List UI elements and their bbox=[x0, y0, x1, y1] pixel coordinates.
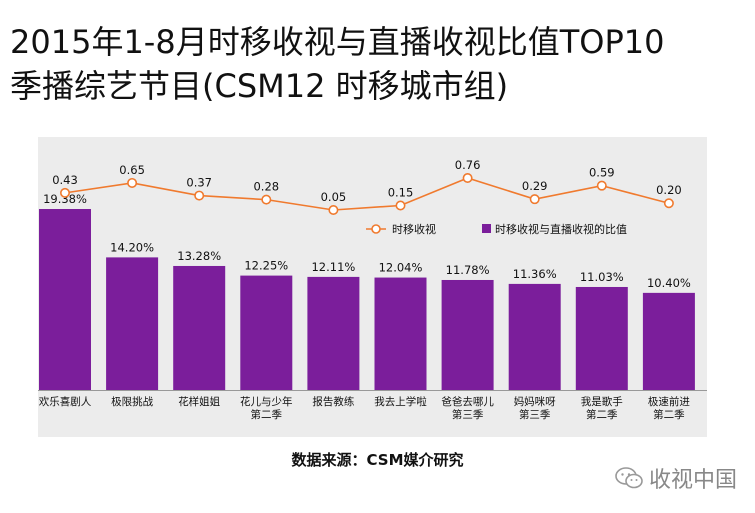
x-tick-label: 欢乐喜剧人 bbox=[39, 395, 92, 408]
bar-value-label: 12.11% bbox=[311, 260, 355, 274]
bar bbox=[575, 286, 628, 390]
line-value-label: 0.20 bbox=[656, 183, 682, 197]
bar-value-label: 11.03% bbox=[580, 270, 624, 284]
line-point bbox=[395, 200, 406, 211]
wechat-icon bbox=[615, 467, 643, 489]
bar-value-label: 19.38% bbox=[43, 192, 87, 206]
line-value-label: 0.29 bbox=[522, 179, 548, 193]
line-point bbox=[59, 187, 70, 198]
combo-chart: 19.38% 14.20% 13.28% 12.25% 12.11% 12.04% 11.7… bbox=[38, 158, 707, 421]
data-source-note: 数据来源：CSM媒介研究 bbox=[291, 451, 464, 469]
line-value-label: 0.65 bbox=[119, 163, 145, 177]
bar bbox=[106, 257, 159, 390]
line-point bbox=[529, 194, 540, 205]
x-tick-label: 第二季 bbox=[586, 408, 618, 421]
bar-value-label: 14.20% bbox=[110, 240, 154, 254]
chart-title-line2: 季播综艺节目(CSM12 时移城市组) bbox=[10, 67, 509, 105]
x-tick-label: 爸爸去哪儿 bbox=[441, 395, 494, 408]
bar bbox=[441, 279, 494, 390]
line-point bbox=[261, 194, 272, 205]
watermark: 收视中国 bbox=[615, 462, 737, 494]
watermark-text: 收视中国 bbox=[648, 468, 737, 493]
x-tick-label: 花样姐姐 bbox=[178, 395, 220, 408]
line-value-label: 0.28 bbox=[253, 180, 279, 194]
bar-value-label: 13.28% bbox=[177, 249, 221, 263]
series-line bbox=[64, 177, 670, 211]
bar-value-label: 12.04% bbox=[379, 261, 423, 275]
bar bbox=[307, 276, 360, 390]
line-value-label: 0.43 bbox=[52, 173, 78, 187]
line-point bbox=[462, 172, 473, 183]
x-tick-label: 我去上学啦 bbox=[374, 395, 427, 408]
bar-value-label: 11.36% bbox=[513, 267, 557, 281]
line-point bbox=[328, 205, 339, 216]
x-tick-label: 第三季 bbox=[452, 408, 484, 421]
bar bbox=[240, 275, 293, 390]
line-point bbox=[194, 190, 205, 201]
legend-label: 时移收视与直播收视的比值 bbox=[495, 222, 627, 236]
bar bbox=[173, 265, 226, 390]
x-tick-label: 第二季 bbox=[251, 408, 283, 421]
bar bbox=[508, 283, 561, 390]
x-tick-label: 第二季 bbox=[653, 408, 685, 421]
bar-value-label: 10.40% bbox=[647, 276, 691, 290]
x-tick-label: 极限挑战 bbox=[111, 395, 153, 408]
line-value-label: 0.15 bbox=[388, 185, 414, 199]
bar bbox=[39, 209, 91, 390]
line-point bbox=[663, 198, 674, 209]
line-value-label: 0.37 bbox=[186, 176, 212, 190]
chart-title-line1: 2015年1-8月时移收视与直播收视比值TOP10 bbox=[10, 23, 665, 61]
x-tick-label: 妈妈咪呀 bbox=[514, 395, 556, 408]
line-value-label: 0.05 bbox=[321, 190, 347, 204]
line-value-label: 0.59 bbox=[589, 166, 615, 180]
legend-line-marker-dot bbox=[371, 224, 381, 234]
x-tick-label: 花儿与少年 bbox=[240, 395, 293, 408]
bar-value-label: 11.78% bbox=[446, 263, 490, 277]
chart-panel: 19.38% 14.20% 13.28% 12.25% 12.11% 12.04% 11.7… bbox=[38, 137, 707, 437]
legend-bar-marker bbox=[482, 224, 491, 233]
legend-label: 时移收视 bbox=[392, 222, 436, 236]
line-value-label: 0.76 bbox=[455, 158, 481, 172]
x-tick-label: 第三季 bbox=[519, 408, 551, 421]
x-tick-label: 极速前进 bbox=[648, 395, 690, 408]
bar-value-label: 12.25% bbox=[244, 259, 288, 273]
x-tick-label: 我是歌手 bbox=[581, 395, 623, 408]
x-tick-label: 报告教练 bbox=[312, 395, 354, 408]
bar bbox=[642, 292, 695, 390]
line-point bbox=[127, 177, 138, 188]
bar bbox=[374, 277, 427, 390]
line-point bbox=[596, 180, 607, 191]
